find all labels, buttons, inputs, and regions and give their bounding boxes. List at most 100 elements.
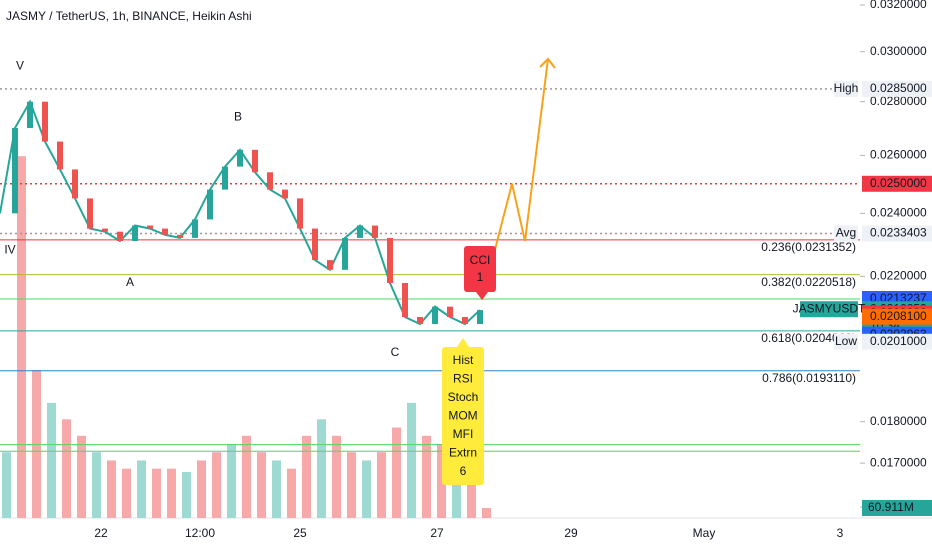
callout-text: RSI [453, 372, 473, 386]
x-tick-label: May [693, 526, 716, 540]
candle [372, 225, 378, 238]
arrow-head [539, 57, 556, 69]
candle [417, 317, 423, 325]
volume-bar [107, 460, 116, 518]
volume-bar [2, 452, 11, 518]
tag-name-box [800, 301, 858, 318]
y-tick-label: 0.0300000 [870, 44, 927, 58]
chart-title: JASMY / TetherUS, 1h, BINANCE, Heikin As… [6, 9, 252, 23]
volume-tag-label: 60.911M [868, 500, 914, 514]
candle [207, 189, 213, 220]
wave-label: V [16, 59, 24, 73]
volume-bar [47, 402, 56, 518]
volume-bar [212, 452, 221, 518]
x-tick-label: 29 [564, 526, 578, 540]
candle [192, 219, 198, 238]
candle [237, 149, 243, 167]
wave-label: A [126, 275, 134, 289]
callout-pointer [457, 338, 469, 347]
volume-bar [197, 460, 206, 518]
price-tag [862, 225, 932, 242]
volume-bar [152, 468, 161, 518]
wave-label: IV [4, 243, 15, 257]
callout-pointer [476, 292, 488, 300]
y-tick-label: 0.0170000 [870, 455, 927, 469]
tag-name: High [834, 81, 859, 95]
callout-text: MOM [448, 409, 477, 423]
candle [342, 237, 348, 270]
callout-red [464, 246, 496, 292]
candle [252, 149, 258, 173]
volume-bar [62, 419, 71, 518]
volume-bar [287, 468, 296, 518]
candle [27, 101, 33, 129]
volume-bar [92, 452, 101, 518]
volume-bar [452, 452, 461, 518]
candle [477, 310, 483, 325]
tag-name-box [834, 225, 858, 242]
volume-tag [862, 499, 932, 516]
callout-text: 6 [460, 464, 467, 478]
tag-name: JASMYUSDT [793, 301, 866, 315]
volume-bar [227, 444, 236, 518]
candle [357, 225, 363, 238]
fib-label: 0.236(0.0231352) [761, 240, 856, 254]
volume-bar [362, 460, 371, 518]
volume-bar [482, 507, 491, 518]
candle [282, 189, 288, 199]
price-tag-label: 0.0201000 [870, 334, 927, 348]
candle [297, 198, 303, 229]
x-tick-label: 22 [94, 526, 108, 540]
price-tag-label: 0.0208100 [870, 309, 927, 323]
price-axis [860, 0, 932, 518]
tag-name: Low [835, 334, 857, 348]
volume-bar [122, 468, 131, 518]
candle [132, 225, 138, 242]
volume-bar [467, 468, 476, 518]
wave-label: C [391, 345, 400, 359]
volume-bar [182, 471, 191, 518]
fib-label: 0.786(0.0193110) [762, 371, 856, 385]
candle [57, 141, 63, 170]
callout-text: 1 [477, 270, 484, 284]
y-tick-label: 0.0320000 [870, 0, 927, 11]
volume-bar [392, 427, 401, 518]
price-tag [862, 175, 932, 192]
candle [432, 306, 438, 325]
candle [462, 317, 468, 325]
price-tag [862, 333, 932, 350]
volume-bar [77, 435, 86, 518]
x-tick-label: 3 [837, 526, 844, 540]
volume-bar [377, 452, 386, 518]
candle [12, 128, 18, 214]
candle [222, 166, 228, 190]
volume-bar [332, 435, 341, 518]
volume-bar [317, 419, 326, 518]
tag-name-box [834, 80, 858, 97]
candle [177, 234, 183, 238]
candle [72, 169, 78, 199]
x-tick-label: 12:00 [185, 526, 215, 540]
candle [387, 237, 393, 283]
callout-text: Hist [453, 353, 474, 367]
price-tag-label: 0.0250000 [870, 176, 927, 190]
y-tick-label: 0.0280000 [870, 94, 927, 108]
wave-label: B [234, 110, 242, 124]
candle [402, 282, 408, 318]
callout-text: Stoch [448, 390, 479, 404]
y-tick-label: 0.0240000 [870, 206, 927, 220]
volume-bar [302, 435, 311, 518]
volume-bar [32, 370, 41, 518]
volume-bar [407, 402, 416, 518]
candle [267, 172, 273, 190]
candle [87, 198, 93, 229]
x-tick-label: 25 [293, 526, 307, 540]
y-tick-label: 0.0260000 [870, 148, 927, 162]
volume-bar [137, 460, 146, 518]
price-tag-label: 0.0233403 [870, 226, 927, 240]
candle [102, 228, 108, 232]
callout-text: MFI [453, 427, 474, 441]
volume-bar [167, 468, 176, 518]
candle [162, 228, 168, 235]
